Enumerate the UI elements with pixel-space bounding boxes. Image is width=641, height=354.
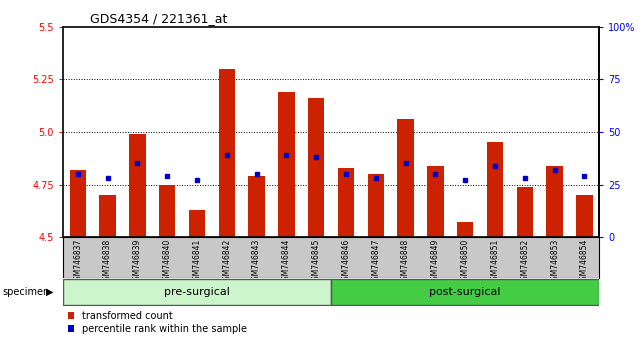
- Bar: [457, 222, 474, 237]
- Bar: [546, 166, 563, 237]
- Text: GSM746852: GSM746852: [520, 239, 529, 285]
- Text: GSM746844: GSM746844: [282, 239, 291, 285]
- Text: GSM746848: GSM746848: [401, 239, 410, 285]
- Text: GSM746841: GSM746841: [192, 239, 201, 285]
- Bar: [517, 187, 533, 237]
- Text: GSM746846: GSM746846: [342, 239, 351, 285]
- Text: GSM746849: GSM746849: [431, 239, 440, 285]
- Bar: [278, 92, 295, 237]
- Text: post-surgical: post-surgical: [429, 287, 501, 297]
- Bar: [487, 142, 503, 237]
- Text: GDS4354 / 221361_at: GDS4354 / 221361_at: [90, 12, 227, 25]
- Text: GSM746851: GSM746851: [490, 239, 499, 285]
- FancyBboxPatch shape: [63, 279, 331, 306]
- Bar: [427, 166, 444, 237]
- Text: GSM746840: GSM746840: [163, 239, 172, 285]
- Text: GSM746845: GSM746845: [312, 239, 320, 285]
- Bar: [69, 170, 86, 237]
- Text: GSM746850: GSM746850: [461, 239, 470, 285]
- Text: GSM746854: GSM746854: [580, 239, 589, 285]
- Bar: [367, 174, 384, 237]
- Bar: [159, 184, 176, 237]
- Text: specimen: specimen: [2, 287, 49, 297]
- Text: GSM746853: GSM746853: [550, 239, 559, 285]
- Text: GSM746843: GSM746843: [252, 239, 261, 285]
- Bar: [219, 69, 235, 237]
- Bar: [338, 168, 354, 237]
- Text: GSM746847: GSM746847: [371, 239, 380, 285]
- FancyBboxPatch shape: [331, 279, 599, 306]
- Text: GSM746839: GSM746839: [133, 239, 142, 285]
- Text: GSM746838: GSM746838: [103, 239, 112, 285]
- Bar: [397, 119, 414, 237]
- Text: pre-surgical: pre-surgical: [164, 287, 230, 297]
- Bar: [308, 98, 324, 237]
- Legend: transformed count, percentile rank within the sample: transformed count, percentile rank withi…: [68, 311, 247, 333]
- Text: ▶: ▶: [46, 287, 53, 297]
- Bar: [576, 195, 593, 237]
- Bar: [129, 134, 146, 237]
- Bar: [99, 195, 116, 237]
- Text: GSM746837: GSM746837: [73, 239, 82, 285]
- Bar: [248, 176, 265, 237]
- Text: GSM746842: GSM746842: [222, 239, 231, 285]
- Bar: [188, 210, 205, 237]
